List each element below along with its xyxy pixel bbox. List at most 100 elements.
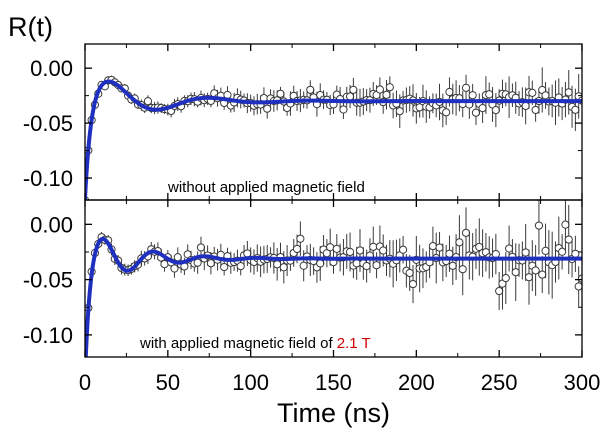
- bottom-data-point: [332, 244, 341, 253]
- top-fit-line: [85, 79, 582, 200]
- top-data-point: [564, 88, 573, 97]
- top-annotation: without applied magnetic field: [167, 179, 365, 196]
- top-data-point: [375, 85, 384, 94]
- bottom-data-point: [196, 243, 206, 252]
- bottom-data-point: [505, 244, 514, 253]
- x-tick-label: 100: [232, 370, 269, 395]
- bottom-data-point: [495, 286, 504, 296]
- bottom-data-point: [193, 258, 202, 267]
- bottom-data-points: [85, 200, 582, 313]
- top-data-point: [521, 101, 530, 111]
- bottom-y-tick-label: -0.05: [23, 268, 73, 293]
- bottom-data-point: [538, 270, 547, 279]
- x-tick-label: 200: [398, 370, 435, 395]
- bottom-data-point: [355, 246, 365, 255]
- bottom-data-point: [220, 262, 229, 272]
- x-tick-label: 150: [315, 370, 352, 395]
- panel-bottom: 0.00 -0.05 -0.10 with applied magnetic fie…: [23, 199, 583, 358]
- bottom-data-point: [236, 262, 245, 271]
- bottom-data-point: [408, 279, 418, 289]
- bottom-data-point: [345, 247, 355, 257]
- bottom-data-point: [448, 261, 457, 270]
- bottom-data-point: [372, 261, 381, 270]
- bottom-data-point: [279, 263, 288, 272]
- bottom-data-point: [170, 264, 179, 273]
- top-data-point: [382, 90, 391, 99]
- bottom-data-point: [173, 253, 182, 262]
- bottom-data-point: [362, 261, 371, 271]
- bottom-annotation-highlight: 2.1 T: [337, 335, 371, 352]
- top-data-point: [531, 105, 540, 115]
- top-data-point: [339, 105, 348, 114]
- top-data-point: [143, 97, 153, 106]
- top-data-point: [461, 83, 471, 92]
- y-axis-title: R(t): [8, 12, 53, 42]
- bottom-data-point: [292, 244, 302, 254]
- bottom-data-point: [445, 249, 454, 258]
- x-tick-label: 0: [79, 370, 91, 395]
- bottom-data-point: [574, 282, 582, 291]
- top-data-point: [442, 108, 451, 117]
- x-tick-label: 250: [481, 370, 518, 395]
- bottom-data-point: [352, 259, 361, 268]
- top-data-point: [395, 107, 404, 116]
- top-data-point: [306, 85, 315, 94]
- bottom-data-point: [299, 261, 308, 270]
- bottom-data-point: [458, 265, 467, 274]
- bottom-data-point: [524, 273, 534, 282]
- bottom-ticks: 0.00 -0.05 -0.10: [23, 200, 583, 357]
- bottom-data-point: [511, 268, 520, 277]
- bottom-data-point: [435, 243, 444, 252]
- bottom-data-point: [571, 249, 580, 258]
- bottom-data-point: [206, 259, 216, 268]
- bottom-data-point: [369, 242, 378, 251]
- top-data-point: [345, 92, 355, 101]
- bottom-data-point: [428, 241, 437, 251]
- bottom-data-point: [273, 260, 282, 269]
- top-plot-frame: [84, 43, 583, 201]
- bottom-annotation: with applied magnetic field of 2.1 T: [139, 335, 371, 352]
- bottom-data-point: [534, 221, 544, 230]
- top-data-point: [349, 85, 358, 94]
- top-y-tick-label: -0.10: [23, 166, 73, 191]
- bottom-data-point: [405, 268, 414, 278]
- x-tick-label: 50: [156, 370, 180, 395]
- bottom-data-point: [326, 243, 335, 252]
- top-annotation-text: without applied magnetic field: [167, 179, 365, 196]
- bottom-data-point: [296, 234, 305, 243]
- top-y-tick-label: 0.00: [30, 56, 73, 81]
- top-data-point: [263, 104, 272, 113]
- top-data-point: [571, 105, 580, 114]
- bottom-data-point: [558, 247, 567, 256]
- bottom-data-point: [379, 246, 388, 255]
- x-axis-title: Time (ns): [277, 398, 390, 428]
- bottom-fit-line: [85, 236, 582, 357]
- top-data-point: [385, 83, 394, 92]
- top-data-point: [468, 91, 477, 100]
- top-data-point: [471, 108, 481, 117]
- top-y-tick-label: -0.05: [23, 111, 73, 136]
- bottom-data-point: [491, 249, 500, 259]
- bottom-annotation-text: with applied magnetic field of: [139, 335, 337, 352]
- bottom-data-point: [455, 238, 464, 247]
- top-data-point: [485, 90, 494, 99]
- bottom-data-point: [501, 273, 510, 283]
- bottom-data-point: [561, 220, 570, 229]
- top-ticks: 0.00 -0.05 -0.10: [23, 44, 583, 200]
- bottom-data-point: [531, 266, 540, 275]
- bottom-data-point: [398, 245, 408, 254]
- bottom-data-point: [577, 274, 582, 283]
- bottom-data-point: [541, 246, 550, 255]
- bottom-data-point: [316, 259, 325, 268]
- bottom-data-point: [461, 228, 471, 237]
- bottom-y-tick-label: 0.00: [30, 212, 73, 237]
- bottom-data-point: [160, 260, 169, 269]
- bottom-y-tick-label: -0.10: [23, 323, 73, 348]
- top-data-point: [478, 103, 487, 113]
- x-axis: 0 50 100 150 200 250 300: [79, 370, 600, 395]
- top-data-point: [528, 88, 537, 97]
- top-data-point: [276, 89, 285, 98]
- bottom-data-point: [521, 248, 530, 257]
- top-data-point: [491, 106, 500, 115]
